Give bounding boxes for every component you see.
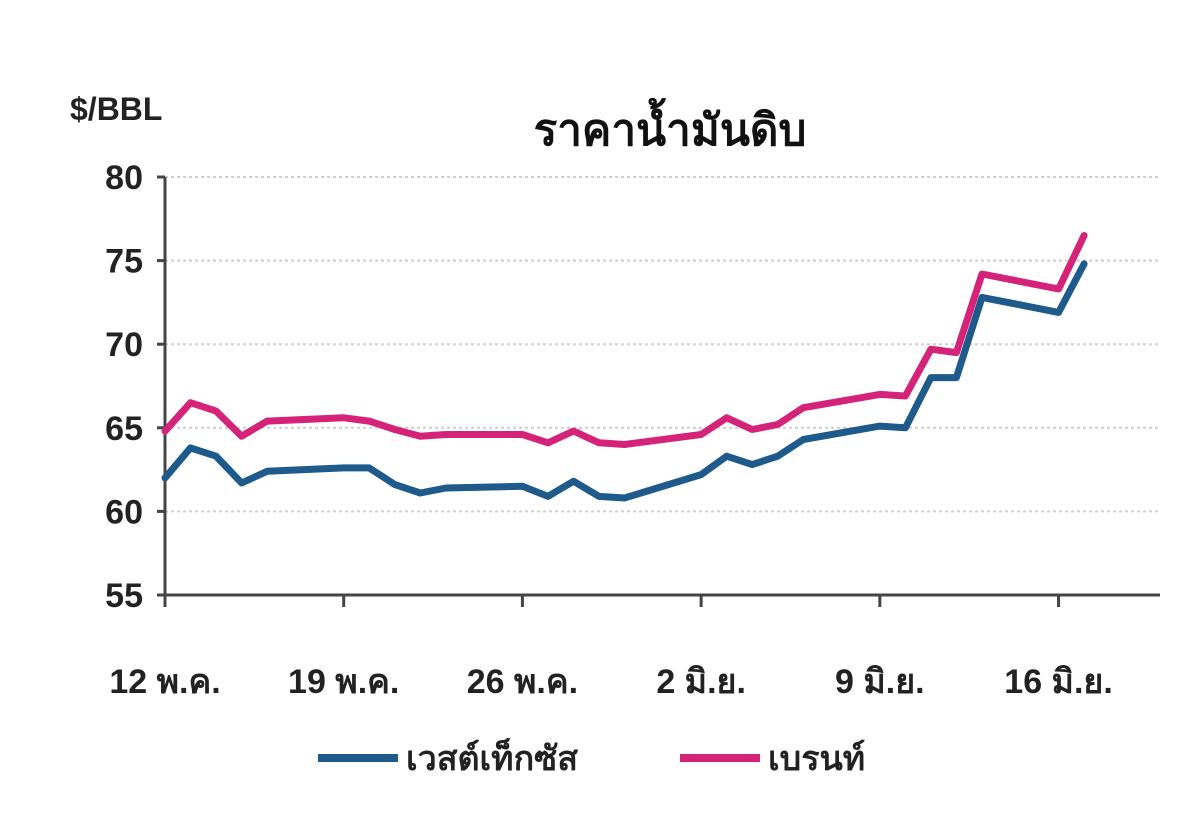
series-line-brent [161,232,1088,448]
x-tick-label: 19 พ.ค. [288,663,399,701]
y-tick-label: 80 [105,159,143,197]
series-line-wti [161,260,1088,502]
y-tick-label: 65 [105,410,143,448]
x-tick-label: 26 พ.ค. [467,663,578,701]
y-axis-unit: $/BBL [70,91,162,127]
legend-label: เวสต์เท็กซัส [406,737,578,778]
chart-title: ราคาน้ำมันดิบ [534,97,807,155]
y-tick-label: 55 [105,577,143,615]
y-tick-label: 75 [105,243,143,281]
x-tick-label: 9 มิ.ย. [835,663,925,701]
y-tick-label: 60 [105,493,143,531]
y-tick-label: 70 [105,326,143,364]
x-tick-label: 2 มิ.ย. [656,663,746,701]
x-tick-label: 12 พ.ค. [109,663,220,701]
x-tick-label: 16 มิ.ย. [1004,663,1113,701]
legend-label: เบรนท์ [768,739,865,778]
